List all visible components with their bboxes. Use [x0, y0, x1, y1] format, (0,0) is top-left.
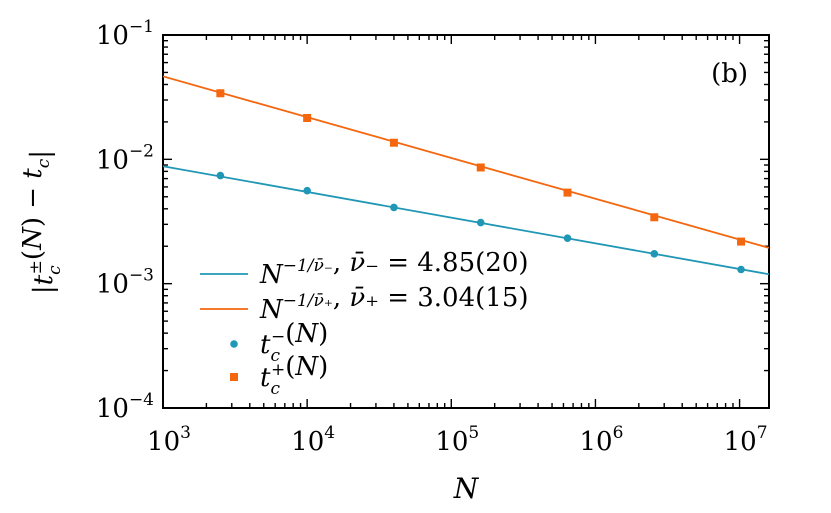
x-tick-label: 103 [147, 423, 191, 457]
y-axis-label: |tc±(N) − tc| [18, 150, 65, 294]
data-point-circle [390, 203, 398, 212]
legend-label: N−1/ν̄₊, ν̄₊ = 3.04(15) [259, 283, 529, 325]
y-tick-labels: 10−4 10−3 10−2 10−1 [96, 17, 154, 424]
legend: N−1/ν̄₋, ν̄₋ = 4.85(20)N−1/ν̄₊, ν̄₊ = 3.… [200, 248, 529, 399]
data-point-circle [476, 218, 485, 227]
major-ticks [162, 34, 769, 409]
data-point-circle [303, 186, 311, 195]
data-point-circle [650, 249, 659, 258]
x-tick-label: 106 [579, 423, 623, 457]
data-point-square [650, 213, 659, 222]
data-point-circle [216, 171, 225, 180]
legend-label: tc+(N) [260, 352, 328, 399]
y-tick-label: 10−3 [96, 266, 154, 300]
plot-frame [162, 34, 770, 409]
x-tick-labels: 103 104 105 106 107 [147, 423, 767, 457]
x-axis-label: N [453, 472, 480, 505]
data-point-square [563, 188, 572, 197]
legend-square-swatch [230, 373, 238, 381]
x-tick-label: 104 [291, 423, 335, 457]
legend-circle-swatch [230, 340, 238, 348]
plot-series [163, 75, 769, 276]
data-point-circle [737, 265, 745, 274]
y-tick-label: 10−2 [96, 141, 154, 175]
panel-label: (b) [711, 59, 748, 89]
minor-ticks [163, 35, 769, 408]
fit-line [163, 165, 769, 276]
legend-label: tc−(N) [260, 319, 328, 366]
x-tick-label: 107 [724, 423, 768, 457]
fit-line [163, 75, 769, 249]
data-point-square [216, 89, 225, 98]
data-point-square [476, 163, 485, 172]
x-tick-label: 105 [435, 423, 479, 457]
data-point-circle [563, 234, 572, 243]
data-point-square [737, 237, 746, 246]
data-point-square [303, 114, 312, 123]
y-tick-label: 10−1 [96, 17, 154, 51]
data-point-square [389, 138, 398, 147]
y-tick-label: 10−4 [96, 390, 154, 424]
legend-label: N−1/ν̄₋, ν̄₋ = 4.85(20) [259, 248, 529, 290]
plot-area [163, 75, 769, 276]
